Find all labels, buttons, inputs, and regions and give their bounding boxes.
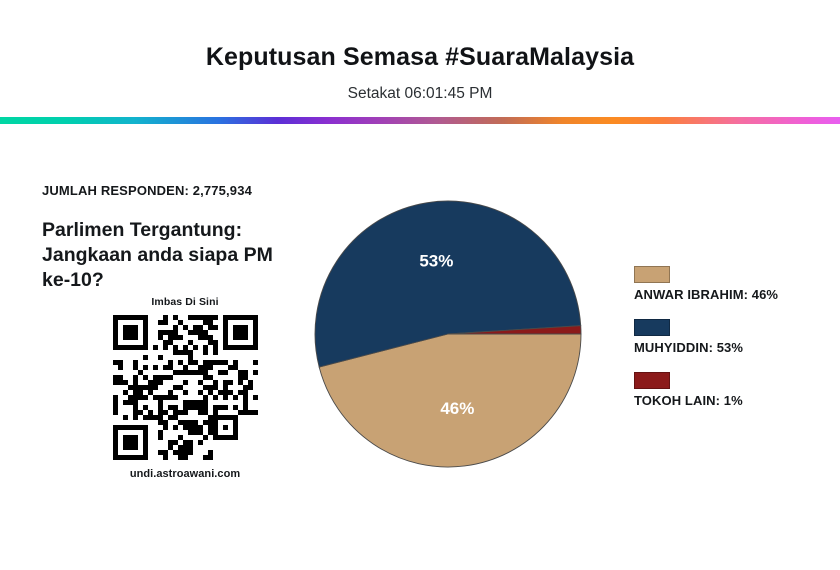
- legend-label: MUHYIDDIN: 53%: [634, 340, 744, 355]
- pie-slice-label-muhyiddin: 53%: [419, 251, 453, 270]
- legend-item-tokoh-lain[interactable]: TOKOH LAIN: 1%: [634, 372, 834, 408]
- pie-slice[interactable]: [318, 333, 582, 468]
- timestamp-subtitle: Setakat 06:01:45 PM: [347, 84, 493, 102]
- gradient-divider: [0, 117, 840, 124]
- qr-block: Imbas Di Sini undi.astroawani.com: [110, 296, 260, 480]
- poll-question: Parlimen Tergantung: Jangkaan anda siapa…: [42, 219, 273, 291]
- page-title: Keputusan Semasa #SuaraMalaysia: [205, 43, 635, 71]
- qr-code-image[interactable]: [112, 315, 258, 460]
- respondent-count: JUMLAH RESPONDEN: 2,775,934: [42, 183, 252, 198]
- pie-chart: 46% 53%: [306, 193, 596, 483]
- legend-label: ANWAR IBRAHIM: 46%: [634, 287, 779, 302]
- qr-caption: Imbas Di Sini: [151, 296, 219, 308]
- legend-item-muhyiddin[interactable]: MUHYIDDIN: 53%: [634, 319, 834, 355]
- legend-swatch-icon: [634, 266, 670, 283]
- pie-slice[interactable]: [447, 325, 582, 335]
- legend: ANWAR IBRAHIM: 46% MUHYIDDIN: 53% TOKOH …: [634, 266, 834, 425]
- qr-url-label: undi.astroawani.com: [129, 468, 241, 480]
- question-block: JUMLAH RESPONDEN: 2,775,934 Parlimen Ter…: [42, 183, 312, 293]
- header: Keputusan Semasa #SuaraMalaysia Setakat …: [0, 0, 840, 118]
- legend-swatch-icon: [634, 372, 670, 389]
- pie-chart-svg: 46% 53%: [314, 200, 582, 468]
- legend-label: TOKOH LAIN: 1%: [634, 393, 743, 408]
- legend-item-anwar[interactable]: ANWAR IBRAHIM: 46%: [634, 266, 834, 302]
- pie-slice-label-anwar: 46%: [440, 399, 474, 418]
- legend-swatch-icon: [634, 319, 670, 336]
- pie-slice[interactable]: [314, 200, 582, 368]
